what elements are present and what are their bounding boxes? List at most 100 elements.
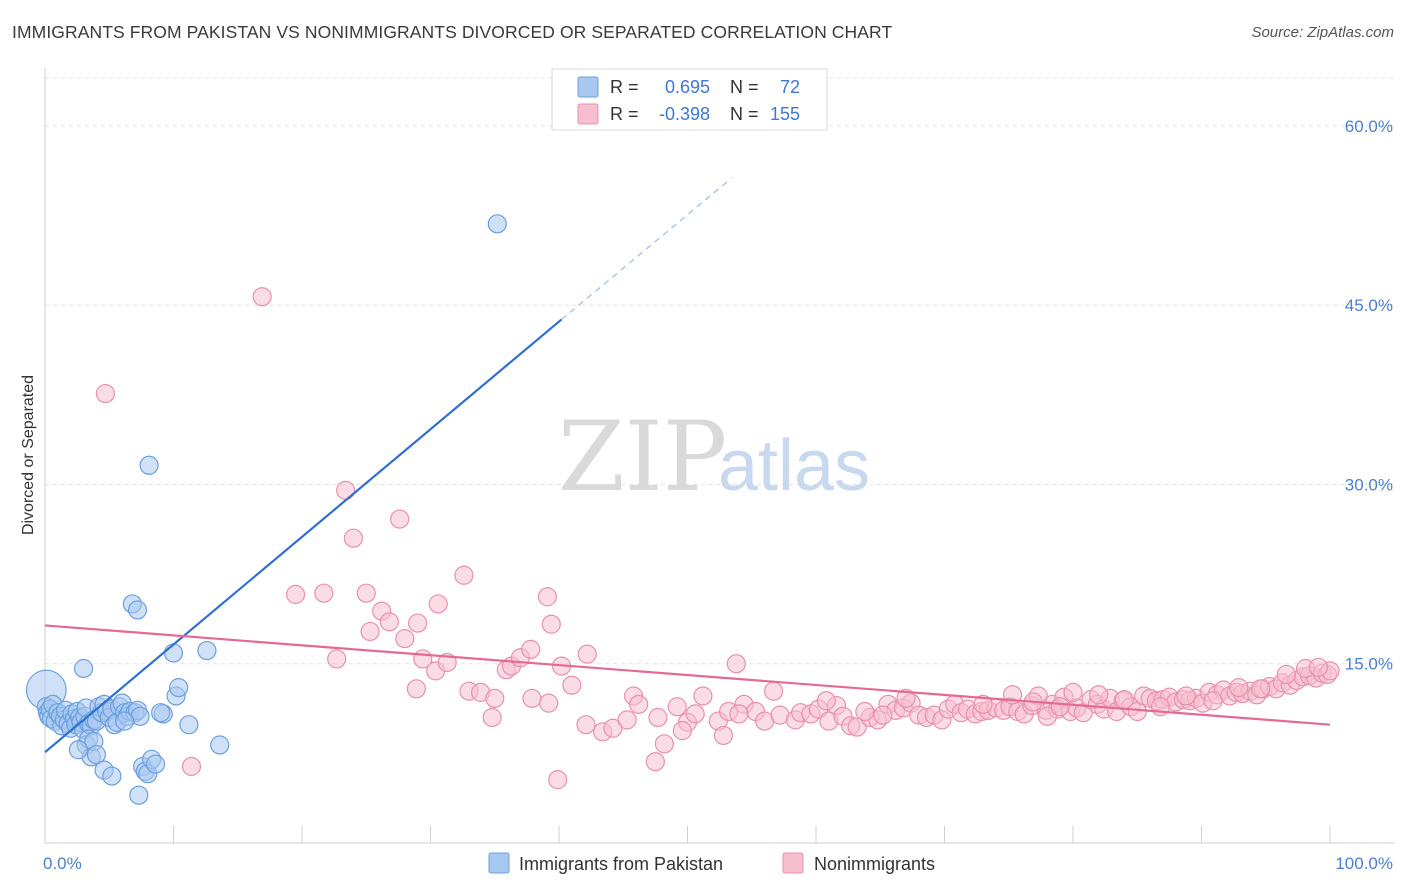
nonimmigrants-point-139 (816, 691, 836, 711)
y-tick-label-0: 15.0% (1345, 655, 1393, 674)
nonimmigrants-point-68 (847, 717, 867, 737)
nonimmigrants-point-138 (729, 704, 749, 724)
nonimmigrants-point-150 (1114, 689, 1135, 710)
pakistan-point-40 (68, 740, 89, 760)
pakistan-point-62 (151, 703, 171, 723)
y-tick-label-3: 60.0% (1345, 117, 1393, 136)
pakistan-point-68 (210, 735, 230, 755)
legend-r-value-2: -0.398 (659, 104, 710, 124)
nonimmigrants-point-158 (1308, 657, 1329, 677)
nonimmigrants-point-141 (873, 705, 893, 725)
nonimmigrants-point-50 (693, 686, 713, 706)
grid-lines (45, 77, 1395, 665)
series-legend: Immigrants from Pakistan Nonimmigrants (488, 852, 935, 874)
nonimmigrants-point-155 (1251, 679, 1271, 699)
legend-r-label-1: R = (610, 77, 639, 97)
pakistan-point-67 (179, 715, 199, 735)
pakistan-trend-line (44, 318, 563, 753)
nonimmigrants-point-13 (360, 621, 380, 642)
chart-title: IMMIGRANTS FROM PAKISTAN VS NONIMMIGRANT… (12, 22, 893, 42)
nonimmigrants-point-28 (577, 644, 597, 664)
legend-n-value-1: 72 (780, 77, 800, 97)
legend-r-label-2: R = (610, 104, 639, 124)
nonimmigrants-point-154 (1229, 678, 1249, 698)
pakistan-trend-extension (561, 177, 732, 320)
legend-swatch-pakistan (577, 76, 599, 98)
series-legend-swatch-pakistan (488, 852, 510, 874)
nonimmigrants-point-1 (252, 287, 272, 307)
nonimmigrants-point-39 (603, 718, 623, 738)
watermark: ZIP atlas (558, 401, 870, 513)
nonimmigrants-point-58 (763, 681, 784, 701)
legend-swatch-nonimmigrants (577, 103, 599, 125)
nonimmigrants-point-29 (406, 679, 426, 699)
pakistan-point-60 (139, 455, 159, 475)
nonimmigrants-point-52 (713, 725, 734, 746)
nonimmigrants-point-8 (314, 583, 334, 603)
legend-n-label-1: N = (730, 77, 759, 97)
nonimmigrants-point-21 (437, 652, 457, 673)
pakistan-point-59 (145, 754, 166, 774)
nonimmigrants-point-147 (1050, 697, 1070, 717)
pakistan-point-63 (163, 643, 184, 663)
pakistan-point-70 (487, 214, 507, 234)
nonimmigrants-point-48 (672, 721, 692, 741)
pakistan-point-69 (129, 785, 149, 805)
nonimmigrants-point-11 (428, 594, 448, 614)
nonimmigrants-point-42 (629, 694, 649, 714)
pakistan-point-41 (86, 744, 107, 765)
nonimmigrants-point-36 (548, 770, 568, 790)
nonimmigrants-point-6 (454, 565, 474, 585)
nonimmigrants-point-45 (667, 697, 687, 717)
legend-r-value-1: 0.695 (665, 77, 710, 97)
pakistan-point-64 (197, 640, 217, 661)
trend-lines (44, 177, 1331, 753)
y-tick-label-1: 30.0% (1345, 475, 1393, 494)
pakistan-point-71 (115, 711, 135, 731)
nonimmigrants-point-149 (1089, 685, 1109, 705)
axes (44, 68, 1395, 844)
nonimmigrants-point-44 (654, 734, 674, 754)
nonimmigrants-point-4 (390, 509, 410, 529)
nonimmigrants-point-142 (896, 688, 916, 708)
pakistan-point-43 (102, 766, 122, 786)
correlation-legend: R = 0.695 N = 72 R = -0.398 N = 155 (551, 68, 828, 131)
y-axis-label: Divorced or Separated (20, 375, 37, 535)
legend-n-label-2: N = (730, 104, 759, 124)
nonimmigrants-point-5 (343, 528, 363, 548)
nonimmigrants-point-15 (395, 629, 415, 649)
watermark-zip: ZIP (558, 401, 727, 513)
series-legend-swatch-nonimmigrants (782, 852, 804, 874)
nonimmigrants-point-32 (485, 688, 505, 708)
nonimmigrants-point-143 (973, 694, 993, 714)
nonimmigrants-point-18 (327, 649, 347, 669)
nonimmigrants-point-40 (617, 710, 637, 730)
nonimmigrants-point-148 (1063, 682, 1083, 702)
nonimmigrants-point-2 (181, 756, 202, 777)
nonimmigrants-point-27 (562, 675, 582, 695)
nonimmigrants-point-37 (576, 715, 596, 735)
nonimmigrants-point-46 (645, 752, 665, 772)
x-tick-label-0: 0.0% (43, 854, 82, 873)
nonimmigrants-point-3 (336, 480, 356, 500)
nonimmigrants-point-0 (95, 383, 115, 404)
nonimmigrants-point-16 (408, 613, 428, 633)
series-legend-label-nonimmigrants: Nonimmigrants (814, 854, 935, 874)
nonimmigrants-point-25 (521, 639, 541, 659)
nonimmigrants-point-43 (648, 707, 668, 728)
nonimmigrants-point-7 (285, 584, 306, 604)
nonimmigrants-point-49 (685, 704, 705, 724)
watermark-atlas: atlas (718, 426, 870, 506)
nonimmigrants-point-35 (539, 693, 559, 713)
legend-n-value-2: 155 (770, 104, 800, 124)
nonimmigrants-point-140 (855, 701, 875, 722)
nonimmigrants-point-17 (541, 614, 561, 634)
nonimmigrants-point-33 (482, 707, 502, 728)
nonimmigrants-points (95, 287, 1340, 790)
nonimmigrants-point-9 (356, 583, 376, 603)
x-tick-label-1: 100.0% (1335, 854, 1393, 873)
nonimmigrants-point-54 (726, 654, 746, 674)
nonimmigrants-point-152 (1176, 686, 1196, 706)
nonimmigrants-point-153 (1203, 691, 1223, 711)
